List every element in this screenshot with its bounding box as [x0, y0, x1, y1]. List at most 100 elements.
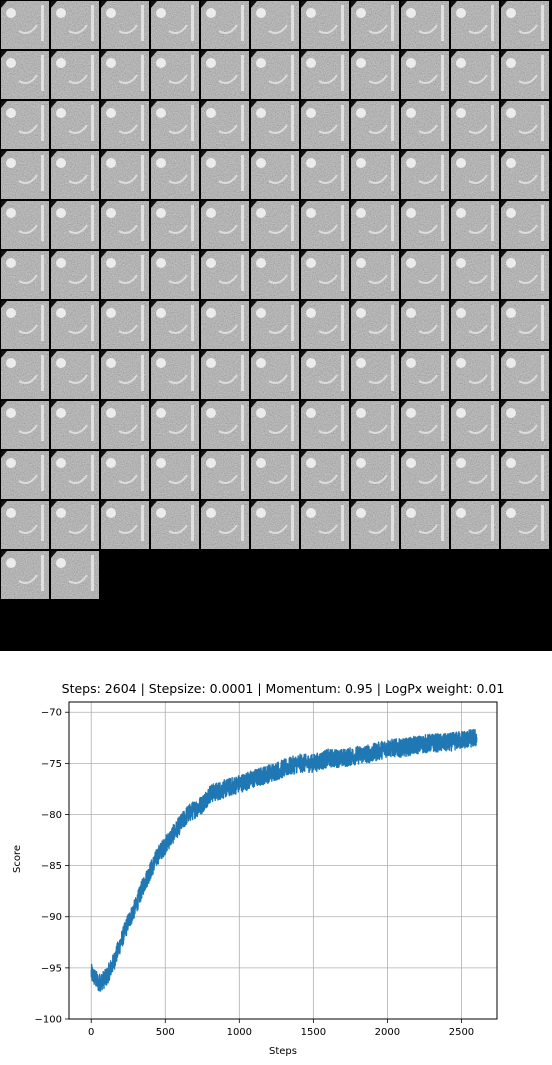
sample-tile: [351, 201, 399, 249]
tile-bright-curve: [418, 24, 438, 34]
tile-bright-stripe: [491, 355, 494, 391]
sample-tile: [451, 251, 499, 299]
tile-bright-curve: [118, 274, 138, 284]
sample-tile: [351, 1, 399, 49]
tile-bright-curve: [268, 24, 288, 34]
tile-bright-blob: [106, 208, 116, 218]
tile-bright-stripe: [341, 255, 344, 291]
tile-bright-blob: [56, 208, 66, 218]
tile-bright-stripe: [491, 205, 494, 241]
tile-bright-stripe: [191, 355, 194, 391]
tile-bright-curve: [18, 474, 38, 484]
tile-bright-curve: [218, 24, 238, 34]
tile-bright-curve: [168, 124, 188, 134]
tile-bright-curve: [368, 74, 388, 84]
tile-bright-blob: [156, 258, 166, 268]
sample-tile: [501, 201, 549, 249]
tile-bright-curve: [68, 124, 88, 134]
tile-bright-stripe: [191, 5, 194, 41]
tile-bright-curve: [218, 124, 238, 134]
tile-bright-stripe: [241, 455, 244, 491]
tile-bright-stripe: [541, 55, 544, 91]
tile-bright-blob: [456, 458, 466, 468]
tile-bright-blob: [356, 408, 366, 418]
tile-dark-corner: [401, 101, 407, 108]
tile-dark-corner: [401, 251, 407, 258]
tile-dark-corner: [351, 301, 357, 308]
sample-tile: [451, 1, 499, 49]
sample-tile: [151, 451, 199, 499]
tile-dark-corner: [101, 101, 107, 108]
sample-tile: [401, 451, 449, 499]
tile-dark-corner: [501, 351, 507, 358]
tile-bright-curve: [518, 274, 538, 284]
tile-bright-blob: [106, 8, 116, 18]
tile-bright-blob: [56, 8, 66, 18]
tile-bright-blob: [106, 258, 116, 268]
tile-bright-curve: [418, 524, 438, 534]
tile-bright-stripe: [391, 105, 394, 141]
tile-bright-curve: [468, 524, 488, 534]
tile-bright-blob: [206, 108, 216, 118]
sample-tile: [1, 251, 49, 299]
tile-dark-corner: [451, 301, 457, 308]
tile-dark-corner: [1, 151, 7, 158]
y-axis-label: Score: [12, 845, 23, 873]
tile-bright-blob: [256, 508, 266, 518]
tile-bright-blob: [356, 358, 366, 368]
score-series-line: [90, 728, 478, 992]
sample-tile: [301, 201, 349, 249]
tile-bright-stripe: [441, 455, 444, 491]
sample-tile: [251, 201, 299, 249]
sample-tile: [101, 501, 149, 549]
sample-tile: [101, 251, 149, 299]
tile-bright-curve: [118, 324, 138, 334]
tile-bright-blob: [156, 8, 166, 18]
tile-bright-blob: [256, 58, 266, 68]
sample-tile: [51, 451, 99, 499]
tile-dark-corner: [251, 201, 257, 208]
sample-tile: [301, 1, 349, 49]
tile-bright-stripe: [541, 105, 544, 141]
tile-bright-blob: [356, 58, 366, 68]
sample-tile: [201, 201, 249, 249]
tile-bright-curve: [368, 424, 388, 434]
tile-dark-corner: [301, 351, 307, 358]
tile-bright-blob: [506, 408, 516, 418]
tile-dark-corner: [451, 351, 457, 358]
tile-bright-blob: [256, 158, 266, 168]
tile-bright-blob: [456, 208, 466, 218]
x-tick-label: 2000: [375, 1027, 400, 1038]
tile-dark-corner: [201, 201, 207, 208]
tile-bright-blob: [56, 558, 66, 568]
tile-bright-blob: [306, 58, 316, 68]
tile-bright-stripe: [291, 505, 294, 541]
tile-bright-stripe: [341, 405, 344, 441]
tile-bright-blob: [506, 308, 516, 318]
tile-bright-stripe: [241, 405, 244, 441]
tile-bright-blob: [56, 308, 66, 318]
tile-bright-curve: [318, 174, 338, 184]
tile-bright-stripe: [141, 5, 144, 41]
y-tick-label: −100: [35, 1015, 62, 1026]
tile-bright-stripe: [541, 5, 544, 41]
sample-tile: [351, 151, 399, 199]
tile-dark-corner: [301, 51, 307, 58]
tile-dark-corner: [201, 51, 207, 58]
tile-bright-stripe: [291, 255, 294, 291]
tile-bright-stripe: [291, 205, 294, 241]
tile-bright-blob: [356, 258, 366, 268]
tile-bright-blob: [506, 458, 516, 468]
sample-tile: [201, 401, 249, 449]
tile-bright-stripe: [91, 305, 94, 341]
tile-bright-curve: [218, 474, 238, 484]
tile-bright-stripe: [391, 255, 394, 291]
tile-dark-corner: [401, 301, 407, 308]
sample-tile: [201, 101, 249, 149]
tile-bright-curve: [418, 224, 438, 234]
tile-bright-blob: [406, 508, 416, 518]
tile-bright-stripe: [391, 305, 394, 341]
tile-bright-stripe: [91, 555, 94, 591]
tile-dark-corner: [501, 501, 507, 508]
tile-bright-blob: [306, 408, 316, 418]
